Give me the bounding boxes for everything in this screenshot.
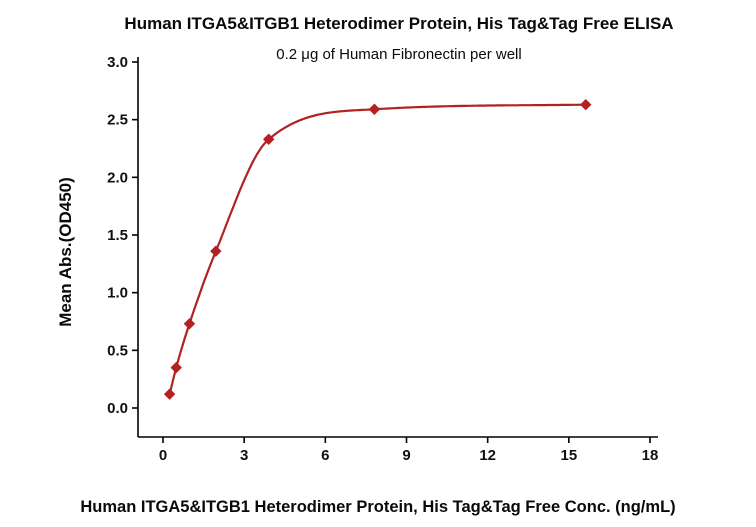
- data-point: [183, 318, 196, 330]
- fit-curve: [168, 103, 586, 395]
- x-tick-label: 18: [642, 447, 659, 464]
- data-point: [210, 245, 222, 257]
- y-tick-label: 1.5: [107, 227, 128, 244]
- x-tick-label: 6: [321, 447, 329, 464]
- chart-title: Human ITGA5&ITGB1 Heterodimer Protein, H…: [124, 14, 674, 33]
- data-point: [163, 388, 176, 400]
- x-tick-label: 15: [560, 447, 577, 464]
- y-tick-label: 1.0: [107, 285, 128, 302]
- x-tick-label: 3: [240, 447, 248, 464]
- x-tick-label: 9: [402, 447, 410, 464]
- y-tick-label: 0.0: [107, 400, 128, 417]
- data-point: [580, 98, 592, 111]
- data-point: [262, 133, 275, 145]
- x-tick-label: 12: [479, 447, 496, 464]
- y-tick-label: 3.0: [107, 54, 128, 71]
- y-tick-label: 2.0: [107, 169, 128, 186]
- y-tick-label: 2.5: [107, 112, 128, 129]
- y-tick-label: 0.5: [107, 342, 128, 359]
- data-point: [368, 103, 381, 115]
- data-point: [170, 361, 182, 374]
- x-tick-label: 0: [159, 447, 167, 464]
- chart-subtitle: 0.2 μg of Human Fibronectin per well: [276, 46, 522, 63]
- x-axis-label: Human ITGA5&ITGB1 Heterodimer Protein, H…: [80, 498, 676, 516]
